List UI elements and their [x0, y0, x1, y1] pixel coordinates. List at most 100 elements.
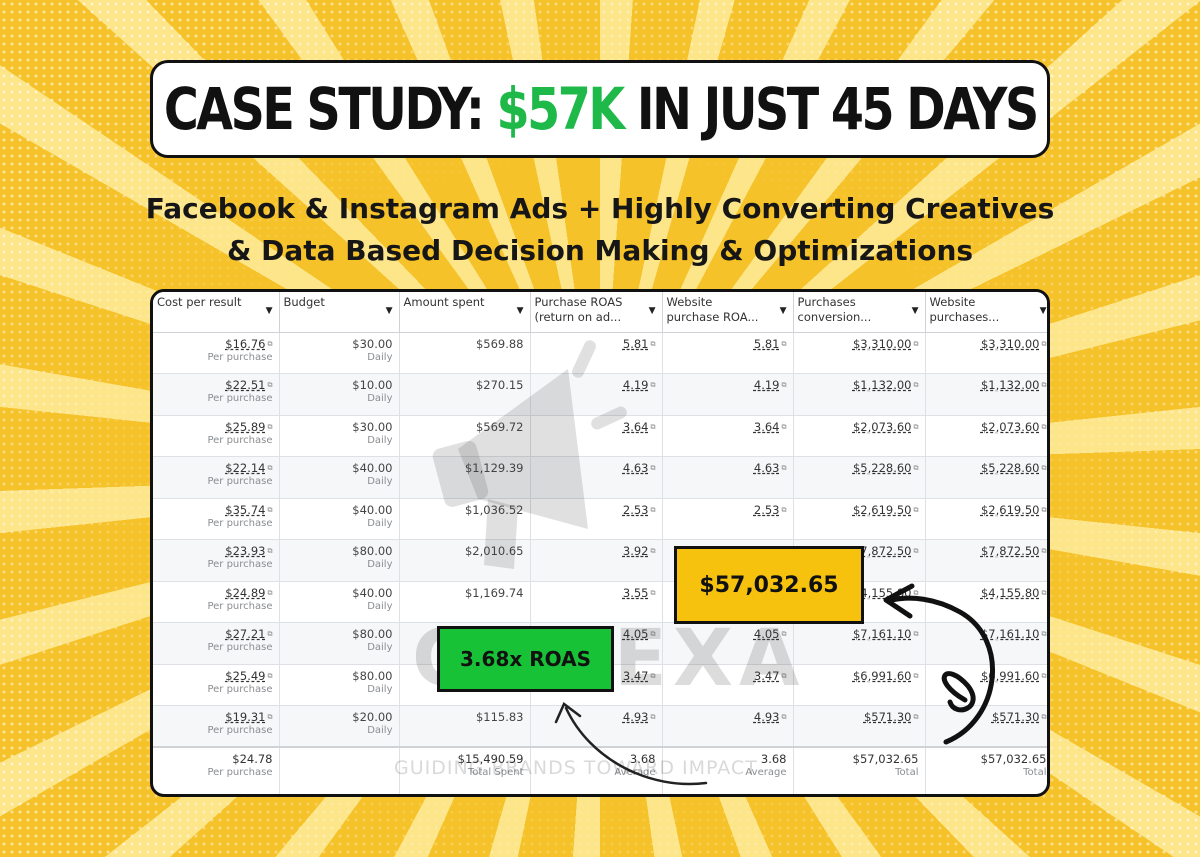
column-header[interactable]: Cost per result ▼: [153, 292, 280, 333]
website-roas-cell-value[interactable]: 2.53: [753, 502, 780, 517]
conversion-value-cell[interactable]: $2,073.60 ⧉: [793, 415, 926, 457]
website-roas-cell-value[interactable]: 4.93: [753, 710, 780, 724]
website-roas-cell-value[interactable]: 5.81: [753, 336, 780, 351]
purchase-roas-cell-value[interactable]: 5.81: [622, 336, 649, 351]
website-roas-cell[interactable]: 4.63 ⧉: [662, 456, 794, 499]
website-roas-cell-value[interactable]: 4.19: [753, 378, 780, 392]
caret-down-icon[interactable]: ▼: [779, 306, 787, 316]
website-purchases-cell[interactable]: $7,161.10 ⧉: [925, 622, 1047, 665]
purchase-roas-cell[interactable]: 4.93 ⧉: [530, 705, 663, 748]
purchase-roas-cell[interactable]: 3.92 ⧉: [530, 539, 663, 582]
cost-per-result-cell[interactable]: $16.76 ⧉ Per purchase: [153, 332, 280, 374]
conversion-value-cell[interactable]: $6,991.60 ⧉: [793, 664, 926, 706]
purchase-roas-cell[interactable]: 4.19 ⧉: [530, 373, 663, 416]
purchase-roas-cell-value[interactable]: 2.53: [622, 502, 649, 517]
conversion-value-cell-value[interactable]: $7,872.50: [852, 544, 912, 558]
conversion-value-cell-value[interactable]: $3,310.00: [852, 336, 912, 351]
cost-per-result-cell-value[interactable]: $27.21: [225, 627, 266, 641]
cost-per-result-cell[interactable]: $19.31 ⧉ Per purchase: [153, 705, 280, 748]
website-purchases-cell-value[interactable]: $7,872.50: [980, 544, 1040, 558]
purchase-roas-cell[interactable]: 3.64 ⧉: [530, 415, 663, 457]
website-purchases-cell[interactable]: $3,310.00 ⧉: [925, 332, 1047, 374]
cost-per-result-cell[interactable]: $23.93 ⧉ Per purchase: [153, 539, 280, 582]
website-roas-cell-value[interactable]: 3.64: [753, 419, 780, 434]
cost-per-result-cell-value[interactable]: $22.14: [225, 461, 266, 475]
cost-per-result-cell[interactable]: $27.21 ⧉ Per purchase: [153, 622, 280, 665]
website-purchases-cell-value[interactable]: $1,132.00: [980, 378, 1040, 392]
website-roas-cell[interactable]: 3.64 ⧉: [662, 415, 794, 457]
website-purchases-cell[interactable]: $6,991.60 ⧉: [925, 664, 1047, 706]
cost-per-result-cell-value[interactable]: $35.74: [225, 502, 266, 517]
website-purchases-cell-value[interactable]: $7,161.10: [980, 627, 1040, 641]
conversion-value-cell-value[interactable]: $6,991.60: [852, 668, 912, 683]
conversion-value-cell[interactable]: $3,310.00 ⧉: [793, 332, 926, 374]
purchase-roas-cell-value[interactable]: 4.93: [622, 710, 649, 724]
conversion-value-cell-value[interactable]: $5,228.60: [852, 461, 912, 475]
cost-per-result-cell-value[interactable]: $22.51: [225, 378, 266, 392]
caret-down-icon[interactable]: ▼: [648, 306, 656, 316]
website-roas-cell[interactable]: 4.19 ⧉: [662, 373, 794, 416]
conversion-value-cell[interactable]: $1,132.00 ⧉: [793, 373, 926, 416]
cost-per-result-cell-value[interactable]: $25.89: [225, 419, 266, 434]
purchase-roas-cell-value[interactable]: 4.19: [622, 378, 649, 392]
purchase-roas-cell-value[interactable]: 4.63: [622, 461, 649, 475]
cost-per-result-cell-value[interactable]: $23.93: [225, 544, 266, 558]
cost-per-result-cell[interactable]: $25.89 ⧉ Per purchase: [153, 415, 280, 457]
website-purchases-cell[interactable]: $1,132.00 ⧉: [925, 373, 1047, 416]
purchase-roas-cell-value[interactable]: 3.64: [622, 419, 649, 434]
caret-down-icon[interactable]: ▼: [516, 306, 524, 316]
website-roas-cell[interactable]: 5.81 ⧉: [662, 332, 794, 374]
website-roas-cell[interactable]: 3.47 ⧉: [662, 664, 794, 706]
cost-per-result-cell-value[interactable]: $19.31: [225, 710, 266, 724]
website-purchases-cell[interactable]: $4,155.80 ⧉: [925, 581, 1047, 623]
conversion-value-cell[interactable]: $571.30 ⧉: [793, 705, 926, 748]
website-roas-cell[interactable]: 2.53 ⧉: [662, 498, 794, 540]
column-header[interactable]: Website purchase ROA... ▼: [662, 292, 794, 333]
purchase-roas-cell[interactable]: 2.53 ⧉: [530, 498, 663, 540]
cost-per-result-cell-value[interactable]: $25.49: [225, 668, 266, 683]
website-purchases-cell[interactable]: $7,872.50 ⧉: [925, 539, 1047, 582]
column-header[interactable]: Website purchases... ▼: [925, 292, 1047, 333]
website-purchases-cell-value[interactable]: $2,619.50: [980, 502, 1040, 517]
website-purchases-cell[interactable]: $5,228.60 ⧉: [925, 456, 1047, 499]
cost-per-result-cell-value[interactable]: $16.76: [225, 336, 266, 351]
purchase-roas-cell[interactable]: 3.55 ⧉: [530, 581, 663, 623]
purchase-roas-cell[interactable]: 4.63 ⧉: [530, 456, 663, 499]
website-purchases-cell-value[interactable]: $2,073.60: [980, 419, 1040, 434]
conversion-value-cell-value[interactable]: $2,073.60: [852, 419, 912, 434]
website-roas-cell[interactable]: 4.93 ⧉: [662, 705, 794, 748]
caret-down-icon[interactable]: ▼: [385, 306, 393, 316]
website-purchases-cell-value[interactable]: $5,228.60: [980, 461, 1040, 475]
website-roas-cell[interactable]: 4.05 ⧉: [662, 622, 794, 665]
cost-per-result-cell[interactable]: $25.49 ⧉ Per purchase: [153, 664, 280, 706]
website-roas-cell-value[interactable]: 4.63: [753, 461, 780, 475]
website-roas-cell-value[interactable]: 3.47: [753, 668, 780, 683]
conversion-value-cell-value[interactable]: $7,161.10: [852, 627, 912, 641]
column-header[interactable]: Purchase ROAS (return on ad... ▼: [530, 292, 663, 333]
website-purchases-cell-value[interactable]: $571.30: [991, 710, 1040, 724]
purchase-roas-cell-value[interactable]: 4.05: [622, 627, 649, 641]
website-purchases-cell-value[interactable]: $3,310.00: [980, 336, 1040, 351]
column-header[interactable]: Purchases conversion... ▼: [793, 292, 926, 333]
conversion-value-cell[interactable]: $5,228.60 ⧉: [793, 456, 926, 499]
cost-per-result-cell[interactable]: $22.51 ⧉ Per purchase: [153, 373, 280, 416]
purchase-roas-cell-value[interactable]: 3.92: [622, 544, 649, 558]
cost-per-result-cell[interactable]: $24.89 ⧉ Per purchase: [153, 581, 280, 623]
caret-down-icon[interactable]: ▼: [265, 306, 273, 316]
conversion-value-cell[interactable]: $7,161.10 ⧉: [793, 622, 926, 665]
website-purchases-cell-value[interactable]: $6,991.60: [980, 668, 1040, 683]
cost-per-result-cell-value[interactable]: $24.89: [225, 585, 266, 600]
column-header[interactable]: Amount spent ▼: [399, 292, 531, 333]
website-purchases-cell[interactable]: $571.30 ⧉: [925, 705, 1047, 748]
website-purchases-cell-value[interactable]: $4,155.80: [980, 585, 1040, 600]
caret-down-icon[interactable]: ▼: [911, 306, 919, 316]
website-purchases-cell[interactable]: $2,619.50 ⧉: [925, 498, 1047, 540]
cost-per-result-cell[interactable]: $22.14 ⧉ Per purchase: [153, 456, 280, 499]
cost-per-result-cell[interactable]: $35.74 ⧉ Per purchase: [153, 498, 280, 540]
website-roas-cell-value[interactable]: 4.05: [753, 627, 780, 641]
website-purchases-cell[interactable]: $2,073.60 ⧉: [925, 415, 1047, 457]
caret-down-icon[interactable]: ▼: [1039, 306, 1047, 316]
conversion-value-cell[interactable]: $2,619.50 ⧉: [793, 498, 926, 540]
purchase-roas-cell-value[interactable]: 3.55: [622, 585, 649, 600]
purchase-roas-cell-value[interactable]: 3.47: [622, 668, 649, 683]
